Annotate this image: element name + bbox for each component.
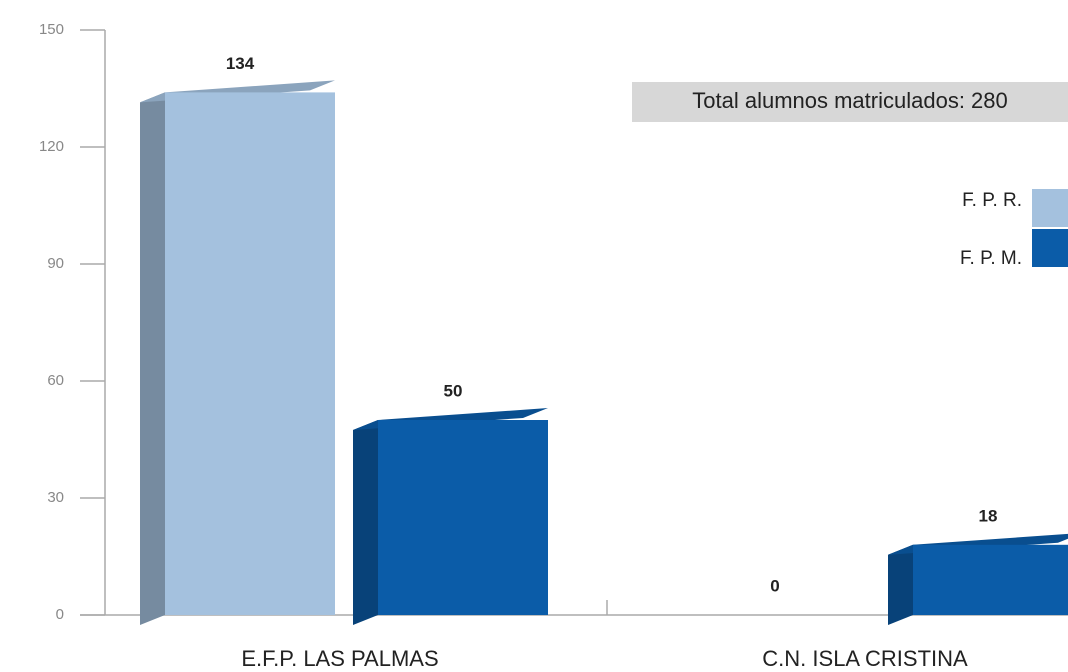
bar [165, 92, 335, 615]
bar-side [888, 544, 913, 625]
y-tick-label: 0 [56, 606, 64, 623]
y-tick-label: 150 [39, 21, 64, 38]
legend-swatch [1032, 229, 1068, 267]
bar [913, 544, 1068, 615]
x-tick-label: E.F.P. LAS PALMAS [241, 646, 438, 671]
legend-label: F. P. M. [960, 248, 1022, 269]
legend-swatch [1032, 189, 1068, 227]
y-tick-label: 120 [39, 138, 64, 155]
annotation-box [632, 82, 1068, 122]
bar-side [140, 92, 165, 625]
legend-label: F. P. R. [962, 190, 1022, 211]
bar-side [353, 420, 378, 625]
y-tick-label: 90 [47, 255, 64, 272]
value-label: 50 [444, 381, 463, 400]
value-label: 134 [226, 54, 255, 73]
annotation: Total alumnos matriculados: 280 [692, 88, 1008, 113]
y-tick-label: 60 [47, 372, 64, 389]
y-tick-label: 30 [47, 489, 64, 506]
x-tick-label: C.N. ISLA CRISTINA [762, 646, 968, 671]
bar [378, 420, 548, 615]
value-label: 18 [979, 506, 998, 525]
value-label: 0 [770, 576, 779, 595]
